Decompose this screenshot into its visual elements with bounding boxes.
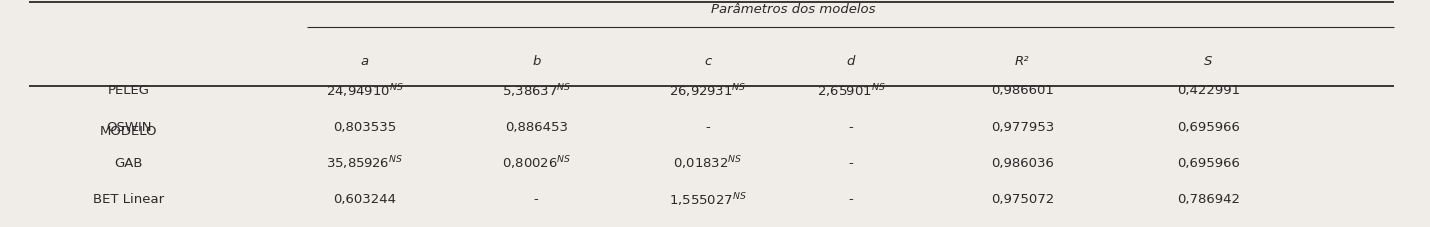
Text: -: - [848,157,854,170]
Text: 0,803535: 0,803535 [333,121,396,134]
Text: c: c [704,55,712,68]
Text: BET Linear: BET Linear [93,193,164,206]
Text: -: - [848,193,854,206]
Text: 0,986036: 0,986036 [991,157,1054,170]
Text: R²: R² [1015,55,1030,68]
Text: OSWIN: OSWIN [106,121,152,134]
Text: S: S [1204,55,1213,68]
Text: Parâmetros dos modelos: Parâmetros dos modelos [711,3,877,16]
Text: 0,01832$^{NS}$: 0,01832$^{NS}$ [674,155,742,172]
Text: 0,786942: 0,786942 [1177,193,1240,206]
Text: 0,80026$^{NS}$: 0,80026$^{NS}$ [502,155,571,172]
Text: d: d [847,55,855,68]
Text: 24,94910$^{NS}$: 24,94910$^{NS}$ [326,82,403,100]
Text: 0,422991: 0,422991 [1177,84,1240,97]
Text: b: b [532,55,541,68]
Text: 1,555027$^{NS}$: 1,555027$^{NS}$ [669,191,746,209]
Text: -: - [533,193,539,206]
Text: 0,986601: 0,986601 [991,84,1054,97]
Text: 26,92931$^{NS}$: 26,92931$^{NS}$ [669,82,746,100]
Text: 5,38637$^{NS}$: 5,38637$^{NS}$ [502,82,571,100]
Text: -: - [705,121,711,134]
Text: 0,695966: 0,695966 [1177,121,1240,134]
Text: 0,975072: 0,975072 [991,193,1054,206]
Text: 0,977953: 0,977953 [991,121,1054,134]
Text: MODELO: MODELO [100,125,157,138]
Text: 35,85926$^{NS}$: 35,85926$^{NS}$ [326,155,403,172]
Text: 0,886453: 0,886453 [505,121,568,134]
Text: GAB: GAB [114,157,143,170]
Text: a: a [360,55,369,68]
Text: -: - [848,121,854,134]
Text: 0,603244: 0,603244 [333,193,396,206]
Text: 2,65901$^{NS}$: 2,65901$^{NS}$ [817,82,885,100]
Text: 0,695966: 0,695966 [1177,157,1240,170]
Text: PELEG: PELEG [107,84,150,97]
